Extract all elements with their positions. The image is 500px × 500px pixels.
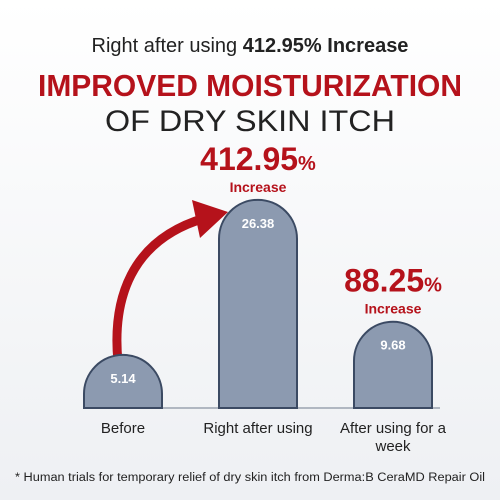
x-tick-label: After using for a week [340, 420, 446, 455]
annotation-value: 412.95% [200, 141, 316, 177]
value-label: 5.14 [110, 371, 136, 386]
annotation-note: Increase [230, 179, 287, 195]
header: Right after using 412.95% Increase [92, 35, 409, 57]
bar [218, 198, 298, 409]
header-highlight: 412.95% Increase [243, 35, 409, 57]
x-label-box: After using for a week [340, 420, 446, 455]
value-label: 26.38 [242, 216, 275, 231]
chart-subtitle: OF DRY SKIN ITCH [105, 105, 395, 138]
annotation-number: 88.25 [344, 263, 424, 299]
footnote: * Human trials for temporary relief of d… [15, 472, 485, 484]
x-label-box: Right after using [203, 420, 313, 437]
annotation-note: Increase [365, 301, 422, 317]
x-label-box: Before [100, 420, 146, 437]
annotation-value: 88.25% [344, 263, 442, 299]
chart-title: IMPROVED MOISTURIZATION [38, 68, 462, 103]
value-label: 9.68 [380, 338, 405, 353]
annotation-unit: % [424, 275, 442, 297]
arrow [112, 213, 207, 363]
bar [353, 320, 433, 409]
annotation-number: 412.95 [200, 141, 298, 177]
arrow-head [192, 200, 228, 238]
x-tick-label: Right after using [203, 420, 313, 437]
bar [83, 353, 163, 409]
header-prefix: Right after using [92, 35, 238, 57]
x-tick-label: Before [100, 420, 146, 437]
annotation-unit: % [298, 153, 316, 175]
